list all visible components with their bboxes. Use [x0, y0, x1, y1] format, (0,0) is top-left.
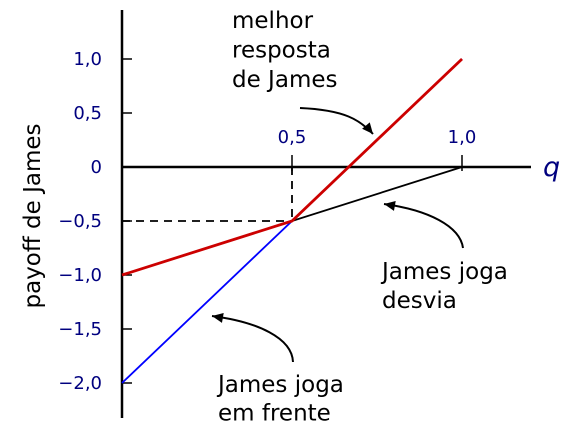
- leader-arrowhead-1: [384, 200, 396, 211]
- annotation-0-line-2: de James: [232, 67, 337, 93]
- dashed-guides: [122, 167, 293, 222]
- annotation-1-line-0: James joga: [380, 259, 508, 285]
- annotation-0-line-0: melhor: [232, 8, 314, 34]
- y-tick-label-1: 0,5: [73, 103, 102, 124]
- annotation-1: James joga desvia: [380, 259, 508, 314]
- x-axis-label: q: [543, 152, 560, 183]
- leader-curve-2: [211, 315, 294, 363]
- annotation-2: James joga em frente: [216, 372, 344, 423]
- annotation-1-line-1: desvia: [382, 288, 457, 314]
- y-tick-label-2: 0: [91, 157, 102, 178]
- y-tick-label-5: −1,5: [58, 319, 102, 340]
- tick-marks: 1,0 0,5 0 −0,5 −1,0 −1,5 −2,0 0,5 1,0: [58, 49, 476, 394]
- axes: [120, 10, 531, 418]
- annotation-leaders: [211, 107, 464, 363]
- annotation-2-line-1: em frente: [218, 401, 331, 423]
- leader-arrowhead-0: [362, 122, 373, 134]
- leader-curve-1: [383, 203, 464, 249]
- y-axis-label: payoff de James: [20, 123, 46, 308]
- series-lines: [121, 57, 463, 384]
- y-tick-label-4: −1,0: [58, 265, 102, 286]
- y-tick-label-3: −0,5: [58, 211, 102, 232]
- y-tick-label-6: −2,0: [58, 373, 102, 394]
- x-tick-label-1: 1,0: [448, 127, 477, 148]
- annotation-2-line-0: James joga: [216, 372, 344, 398]
- leader-curve-0: [299, 107, 374, 135]
- x-tick-label-0: 0,5: [278, 127, 307, 148]
- leader-arrowhead-2: [212, 312, 224, 323]
- annotation-0-line-1: resposta: [232, 38, 331, 64]
- y-tick-label-0: 1,0: [73, 49, 102, 70]
- series-line-2: [121, 57, 463, 277]
- annotation-0: melhor resposta de James: [232, 8, 337, 93]
- labels: payoff de James q: [20, 123, 560, 308]
